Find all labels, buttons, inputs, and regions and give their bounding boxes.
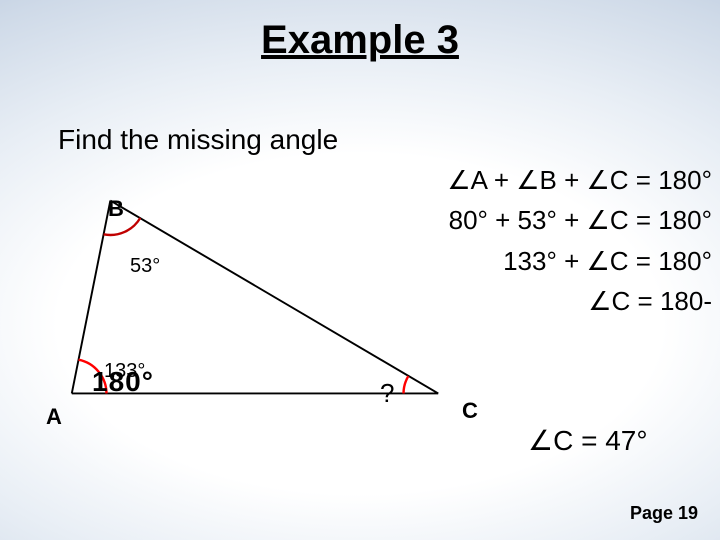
vertex-a-label: A [46, 404, 62, 430]
work-line-3: 133° + ∠C = 180° [292, 241, 712, 281]
vertex-b-label: B [108, 196, 124, 222]
work-line-2: 80° + 53° + ∠C = 180° [292, 200, 712, 240]
angle-b-value: 53° [130, 255, 160, 278]
answer-text: ∠C = 47° [528, 424, 648, 457]
slide: Example 3 Find the missing angle B A C 5… [0, 0, 720, 540]
slide-title: Example 3 [0, 18, 720, 63]
work-line-1: ∠A + ∠B + ∠C = 180° [292, 160, 712, 200]
vertex-c-label: C [462, 398, 478, 424]
angle-a-small: 133° [104, 360, 145, 383]
angle-c-marker: ? [380, 378, 394, 409]
work-steps: ∠A + ∠B + ∠C = 180° 80° + 53° + ∠C = 180… [292, 160, 712, 321]
page-number: Page 19 [630, 503, 698, 524]
prompt-text: Find the missing angle [58, 124, 338, 156]
work-line-4: ∠C = 180- [292, 281, 712, 321]
